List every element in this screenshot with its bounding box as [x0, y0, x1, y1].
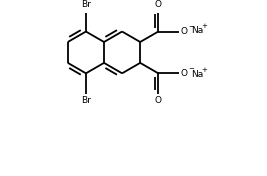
- Text: Br: Br: [81, 96, 91, 105]
- Text: O: O: [155, 96, 162, 105]
- Text: Na: Na: [191, 70, 203, 79]
- Text: +: +: [201, 67, 207, 73]
- Text: O: O: [155, 0, 162, 9]
- Text: O: O: [181, 27, 188, 36]
- Text: O: O: [181, 69, 188, 78]
- Text: −: −: [188, 24, 194, 30]
- Text: Br: Br: [81, 0, 91, 9]
- Text: Na: Na: [191, 26, 203, 35]
- Text: −: −: [188, 66, 194, 72]
- Text: +: +: [201, 23, 207, 29]
